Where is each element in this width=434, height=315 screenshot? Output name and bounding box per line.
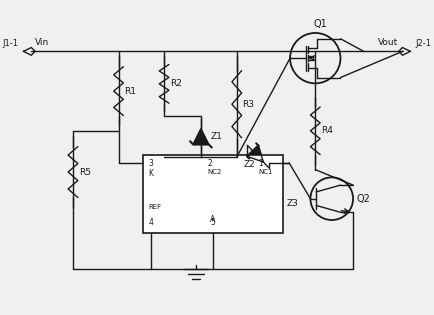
Polygon shape [193, 129, 209, 144]
Text: R1: R1 [124, 87, 136, 96]
Text: R5: R5 [79, 168, 91, 176]
Text: 4: 4 [148, 218, 154, 227]
Text: 3: 3 [148, 159, 154, 168]
Text: Q2: Q2 [357, 194, 371, 204]
Text: R2: R2 [170, 79, 182, 88]
Text: NC1: NC1 [258, 169, 273, 175]
Text: 5: 5 [210, 218, 215, 227]
Bar [143, 155, 283, 232]
Text: Vin: Vin [35, 38, 49, 48]
Text: A: A [210, 215, 215, 224]
Text: J1-1: J1-1 [3, 39, 19, 49]
Text: 1: 1 [258, 159, 263, 168]
Text: R3: R3 [243, 100, 255, 109]
Polygon shape [247, 146, 263, 162]
Text: K: K [148, 169, 154, 178]
Text: REF: REF [148, 203, 162, 209]
Text: Z2: Z2 [244, 160, 256, 169]
Text: Z3: Z3 [287, 199, 299, 208]
Text: Q1: Q1 [313, 19, 327, 29]
Text: R4: R4 [321, 126, 333, 135]
Text: J2-1: J2-1 [415, 39, 431, 49]
Text: 2: 2 [208, 159, 212, 168]
Text: Z1: Z1 [210, 132, 223, 141]
Text: Vout: Vout [378, 38, 399, 48]
Text: NC2: NC2 [208, 169, 222, 175]
